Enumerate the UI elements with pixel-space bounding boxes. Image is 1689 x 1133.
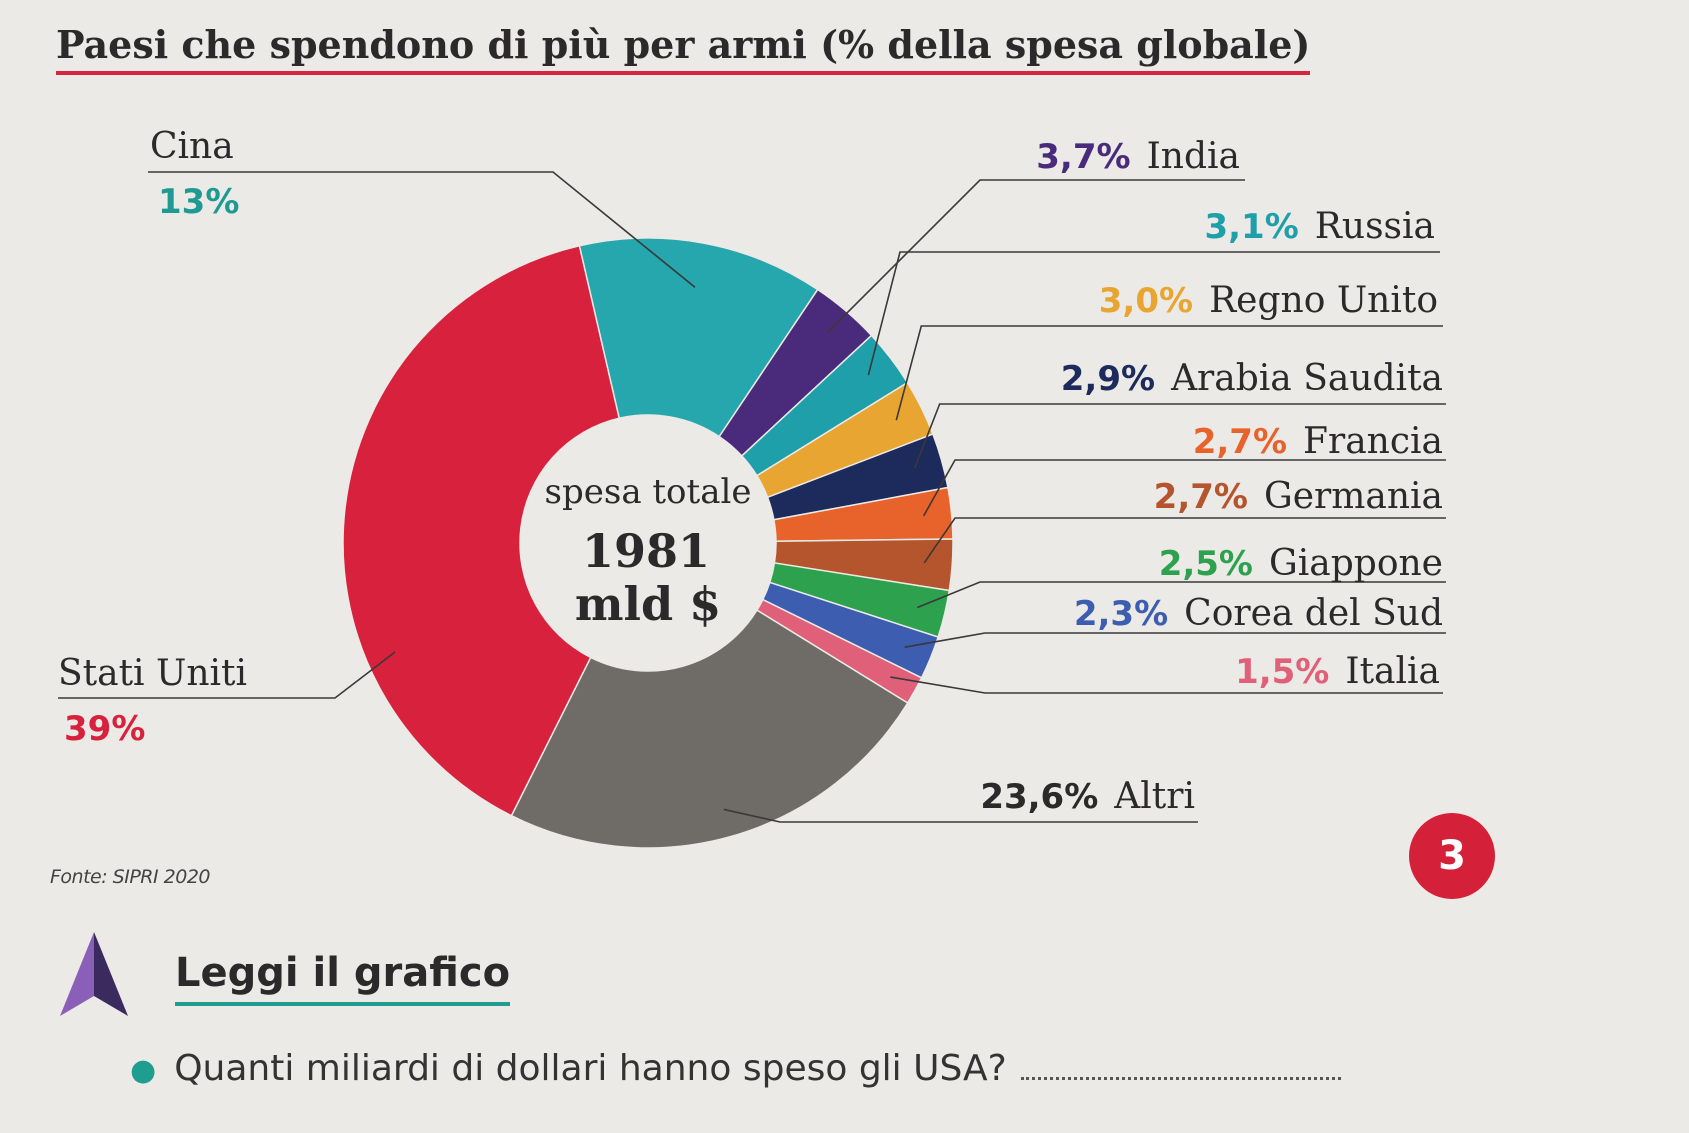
source-note: Fonte: SIPRI 2020 <box>50 866 211 888</box>
label-value-stati-uniti: 39% <box>64 709 145 749</box>
label-value-russia: 3,1% <box>1204 207 1298 247</box>
label-value-giappone: 2,5% <box>1159 544 1253 584</box>
label-value-italia: 1,5% <box>1235 652 1329 692</box>
label-name-giappone: Giappone <box>1269 543 1443 584</box>
exercise-question: ● Quanti miliardi di dollari hanno speso … <box>130 1048 1341 1089</box>
label-name-stati-uniti: Stati Uniti <box>58 653 247 694</box>
leader-line-arabia-saudita <box>913 403 1446 469</box>
label-value-germania: 2,7% <box>1154 477 1248 517</box>
center-label-total: 1981 <box>582 524 710 578</box>
label-name-russia: Russia <box>1315 206 1435 247</box>
leader-line-russia <box>867 251 1440 376</box>
label-value-arabia-saudita: 2,9% <box>1061 359 1155 399</box>
label-name-altri: Altri <box>1113 776 1195 817</box>
leader-line-cina <box>148 171 696 288</box>
label-value-corea-del-sud: 2,3% <box>1074 594 1168 634</box>
slice-labels: India 3,7% Russia 3,1% Regno Unito 3,0% Arabia… <box>58 126 1443 817</box>
bullet-icon: ● <box>130 1053 157 1088</box>
leader-line-india <box>827 179 1245 333</box>
label-name-corea-del-sud: Corea del Sud <box>1184 593 1443 634</box>
chart-title: Paesi che spendono di più per armi (% de… <box>56 22 1311 75</box>
label-name-regno-unito: Regno Unito <box>1209 280 1438 321</box>
label-name-arabia-saudita: Arabia Saudita <box>1170 358 1443 399</box>
label-name-francia: Francia <box>1303 421 1443 462</box>
center-label-unit: mld $ <box>575 577 721 631</box>
center-label-line1: spesa totale <box>545 472 752 512</box>
label-value-francia: 2,7% <box>1193 422 1287 462</box>
exercise-heading: Leggi il grafico <box>175 950 511 1006</box>
leader-line-corea-del-sud <box>904 632 1446 649</box>
label-name-cina: Cina <box>150 126 234 167</box>
leader-line-francia <box>922 459 1446 517</box>
label-value-regno-unito: 3,0% <box>1099 281 1193 321</box>
leader-line-giappone <box>917 581 1446 609</box>
arrow-up-icon <box>60 932 128 1016</box>
label-name-india: India <box>1147 136 1240 177</box>
label-name-germania: Germania <box>1264 476 1443 517</box>
leader-line-italia <box>890 676 1443 694</box>
answer-line[interactable] <box>1020 1073 1341 1080</box>
leader-line-germania <box>923 517 1446 564</box>
label-name-italia: Italia <box>1345 651 1440 692</box>
donut-hole <box>520 415 776 671</box>
label-value-cina: 13% <box>158 182 239 222</box>
question-text: Quanti miliardi di dollari hanno speso g… <box>174 1048 1007 1089</box>
leader-lines <box>58 171 1446 823</box>
figure-number-badge: 3 <box>1409 813 1495 899</box>
label-value-india: 3,7% <box>1036 137 1130 177</box>
donut-slices <box>342 237 954 849</box>
leader-line-regno-unito <box>895 325 1443 421</box>
leader-line-stati-uniti <box>58 651 396 699</box>
label-value-altri: 23,6% <box>980 777 1098 817</box>
leader-line-altri <box>723 808 1198 823</box>
